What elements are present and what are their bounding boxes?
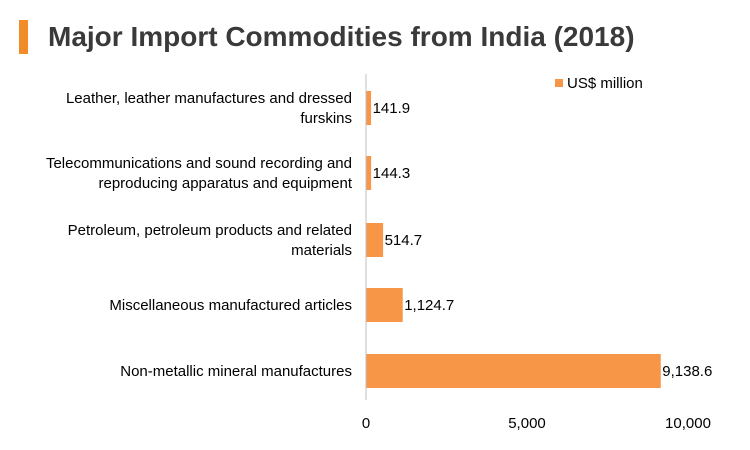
x-tick-label: 0 [362, 415, 370, 432]
bar [366, 288, 403, 322]
category-label: materials [291, 242, 352, 259]
category-label: Miscellaneous manufactured articles [109, 297, 352, 314]
value-label: 9,138.6 [662, 363, 712, 380]
bar [366, 91, 372, 125]
category-label: Non-metallic mineral manufactures [120, 363, 352, 380]
chart-title: Major Import Commodities from India (201… [48, 21, 635, 52]
x-tick-label: 10,000 [665, 415, 711, 432]
legend-label: US$ million [567, 75, 643, 92]
category-label: furskins [300, 110, 352, 127]
title-accent-bar [19, 20, 28, 54]
bar [366, 223, 384, 257]
category-label: reproducing apparatus and equipment [98, 175, 352, 192]
value-label: 1,124.7 [404, 297, 454, 314]
value-label: 514.7 [385, 232, 423, 249]
value-label: 141.9 [373, 100, 411, 117]
category-label: Telecommunications and sound recording a… [46, 155, 352, 172]
bar [366, 354, 661, 388]
bar [366, 156, 372, 190]
legend-swatch [555, 79, 563, 87]
x-tick-label: 5,000 [508, 415, 546, 432]
category-label: Petroleum, petroleum products and relate… [68, 222, 352, 239]
value-label: 144.3 [373, 165, 411, 182]
category-label: Leather, leather manufactures and dresse… [66, 90, 352, 107]
